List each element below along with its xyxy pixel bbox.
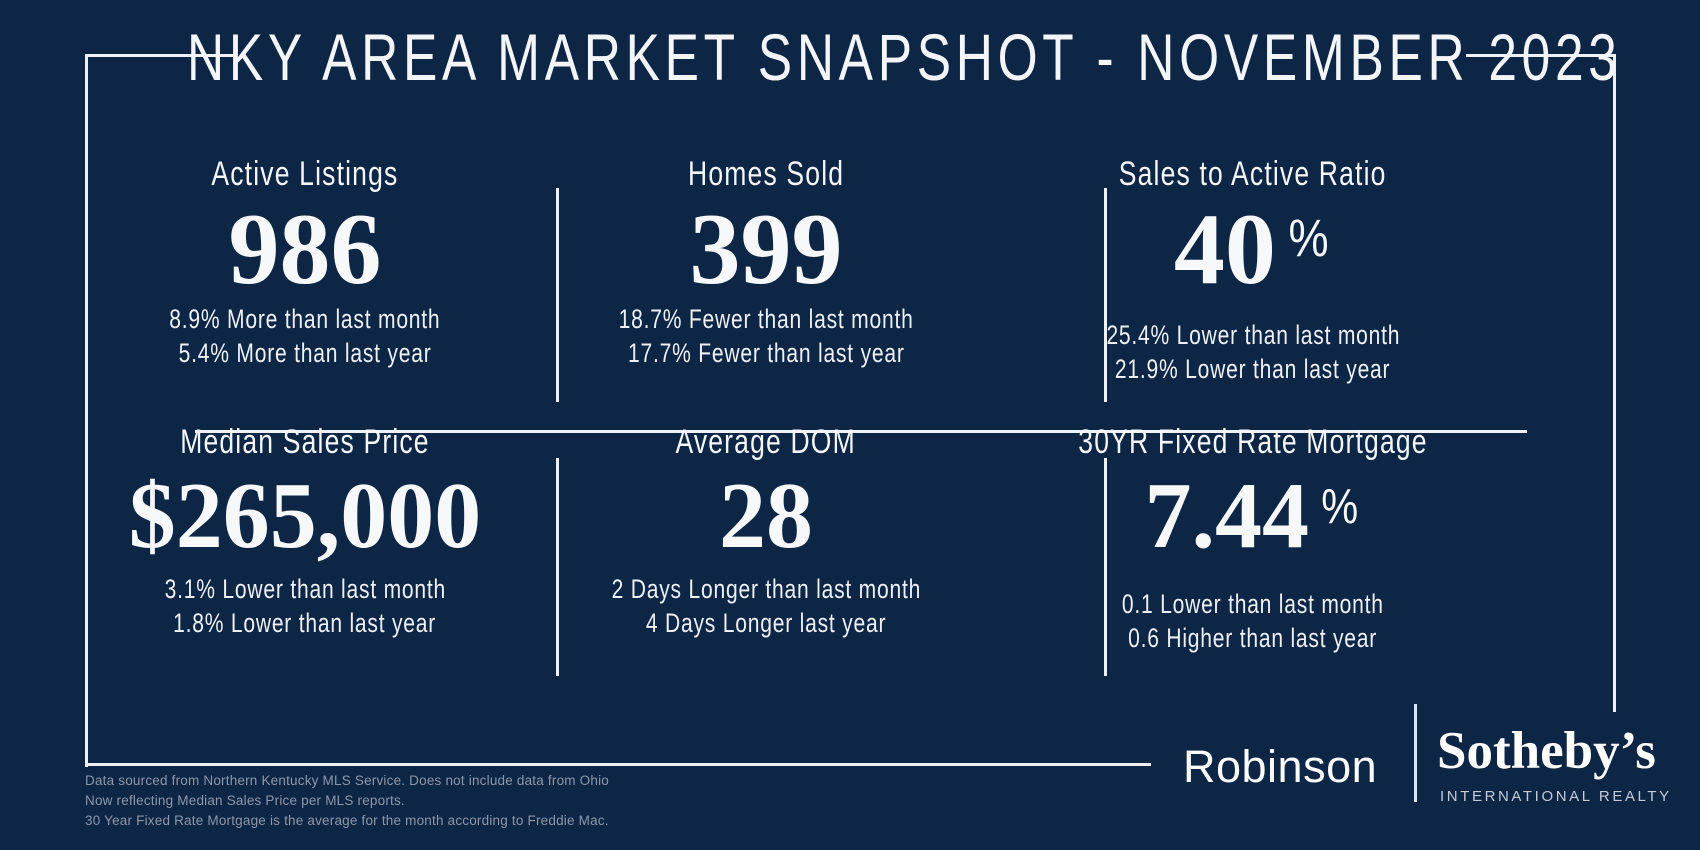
frame-border-top-right <box>1466 54 1616 57</box>
frame-border-top-left <box>85 54 235 57</box>
stat-comparison-year: 0.6 Higher than last year <box>1128 623 1378 653</box>
stat-comparison-year: 1.8% Lower than last year <box>173 608 437 638</box>
frame-border-bottom <box>85 763 1151 766</box>
stat-comparison-month: 0.1 Lower than last month <box>1122 589 1384 619</box>
sothebys-logo-text: Sotheby’s <box>1437 722 1656 780</box>
page-title: NKY AREA MARKET SNAPSHOT - NOVEMBER 2023 <box>187 20 1622 94</box>
stat-active-listings: Active Listings 986 8.9% More than last … <box>85 152 525 370</box>
stat-label: Homes Sold <box>687 155 845 193</box>
stat-sales-to-active-ratio: Sales to Active Ratio 40% 25.4% Lower th… <box>1033 152 1473 386</box>
footnote-line: Data sourced from Northern Kentucky MLS … <box>85 773 609 788</box>
sothebys-logo-subtitle: INTERNATIONAL REALTY <box>1440 788 1672 805</box>
stat-comparison-month: 2 Days Longer than last month <box>611 574 921 604</box>
divider-row1-col2 <box>1104 188 1107 402</box>
stat-comparison-year: 17.7% Fewer than last year <box>627 338 905 368</box>
stat-30yr-fixed-rate-mortgage: 30YR Fixed Rate Mortgage 7.44% 0.1 Lower… <box>1033 420 1473 655</box>
stat-value: 399 <box>689 193 843 306</box>
stat-comparison-year: 5.4% More than last year <box>178 338 432 368</box>
stat-value: $265,000 <box>128 464 482 568</box>
stat-value-suffix: % <box>1321 479 1359 534</box>
stat-label: Sales to Active Ratio <box>1119 155 1387 193</box>
stat-label: Median Sales Price <box>180 423 430 461</box>
logo-divider-line <box>1414 704 1417 802</box>
stat-value-suffix: % <box>1288 209 1329 269</box>
robinson-logo-text: Robinson <box>1183 741 1378 792</box>
stat-comparison-month: 25.4% Lower than last month <box>1106 320 1400 350</box>
stat-value: 28 <box>719 464 813 568</box>
frame-border-right <box>1613 54 1616 712</box>
stat-label: Active Listings <box>211 155 399 193</box>
stat-comparison-year: 21.9% Lower than last year <box>1115 354 1391 384</box>
stat-comparison-month: 18.7% Fewer than last month <box>618 304 914 334</box>
stat-comparison-month: 8.9% More than last month <box>169 304 441 334</box>
divider-horizontal <box>195 430 1527 433</box>
stat-value: 40% <box>1174 198 1332 318</box>
stat-homes-sold: Homes Sold 399 18.7% Fewer than last mon… <box>546 152 986 370</box>
footnote-line: 30 Year Fixed Rate Mortgage is the avera… <box>85 813 609 828</box>
frame-border-left <box>85 54 88 767</box>
stat-value: 986 <box>228 193 382 306</box>
stat-median-sales-price: Median Sales Price $265,000 3.1% Lower t… <box>85 420 525 640</box>
stat-value: 7.44% <box>1145 466 1362 581</box>
footnotes: Data sourced from Northern Kentucky MLS … <box>85 771 609 831</box>
divider-row2-col2 <box>1104 458 1107 676</box>
footnote-line: Now reflecting Median Sales Price per ML… <box>85 793 405 808</box>
divider-row1-col1 <box>556 188 559 402</box>
stat-comparison-month: 3.1% Lower than last month <box>164 574 446 604</box>
stat-label: 30YR Fixed Rate Mortgage <box>1078 423 1428 461</box>
divider-row2-col1 <box>556 458 559 676</box>
stat-label: Average DOM <box>675 423 857 461</box>
stat-average-dom: Average DOM 28 2 Days Longer than last m… <box>546 420 986 640</box>
stat-comparison-year: 4 Days Longer last year <box>645 608 887 638</box>
